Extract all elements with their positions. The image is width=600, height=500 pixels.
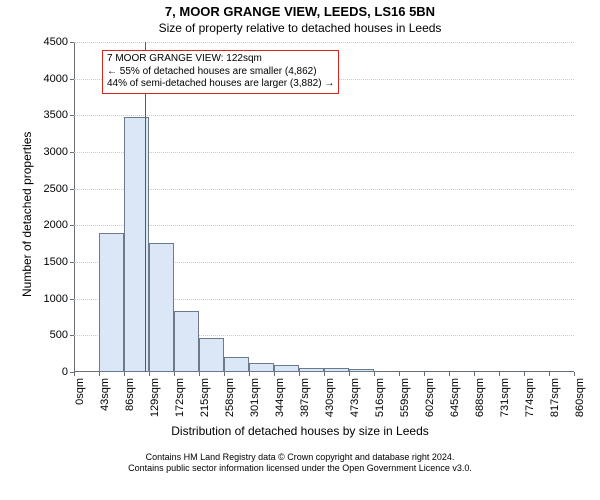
x-tick-label: 774sqm	[524, 378, 536, 417]
x-tick-label: 43sqm	[99, 378, 111, 411]
gridline	[74, 152, 574, 153]
x-tick-mark	[199, 372, 200, 376]
x-tick-label: 215sqm	[199, 378, 211, 417]
annotation-box: 7 MOOR GRANGE VIEW: 122sqm← 55% of detac…	[102, 50, 339, 94]
histogram-bar	[149, 243, 174, 372]
x-tick-label: 0sqm	[74, 378, 86, 405]
y-tick-label: 2000	[44, 219, 68, 231]
chart-title: 7, MOOR GRANGE VIEW, LEEDS, LS16 5BN	[0, 4, 600, 19]
y-tick-label: 3500	[44, 109, 68, 121]
x-tick-mark	[574, 372, 575, 376]
y-tick-label: 4500	[44, 36, 68, 48]
x-tick-label: 387sqm	[299, 378, 311, 417]
footer-line1: Contains HM Land Registry data © Crown c…	[0, 452, 600, 463]
x-tick-label: 301sqm	[249, 378, 261, 417]
histogram-bar	[224, 357, 249, 372]
x-tick-label: 516sqm	[374, 378, 386, 417]
histogram-bar	[274, 365, 299, 372]
y-tick-label: 2500	[44, 183, 68, 195]
y-tick-mark	[70, 335, 74, 336]
y-tick-mark	[70, 189, 74, 190]
y-tick-label: 1000	[44, 293, 68, 305]
x-tick-label: 645sqm	[449, 378, 461, 417]
histogram-bar	[249, 363, 274, 372]
x-tick-mark	[524, 372, 525, 376]
x-tick-mark	[224, 372, 225, 376]
annotation-line: ← 55% of detached houses are smaller (4,…	[107, 66, 334, 79]
y-tick-mark	[70, 42, 74, 43]
y-tick-mark	[70, 262, 74, 263]
x-tick-label: 258sqm	[224, 378, 236, 417]
annotation-line: 7 MOOR GRANGE VIEW: 122sqm	[107, 53, 334, 66]
chart-container: 7, MOOR GRANGE VIEW, LEEDS, LS16 5BN Siz…	[0, 0, 600, 500]
plot-area: 0500100015002000250030003500400045000sqm…	[74, 42, 574, 372]
x-tick-label: 688sqm	[474, 378, 486, 417]
histogram-bar	[199, 338, 224, 372]
y-tick-mark	[70, 115, 74, 116]
x-tick-mark	[299, 372, 300, 376]
annotation-line: 44% of semi-detached houses are larger (…	[107, 78, 334, 91]
histogram-bar	[324, 368, 349, 372]
y-tick-mark	[70, 225, 74, 226]
y-tick-label: 1500	[44, 256, 68, 268]
x-tick-label: 344sqm	[274, 378, 286, 417]
gridline	[74, 42, 574, 43]
y-tick-label: 500	[50, 329, 68, 341]
x-tick-label: 817sqm	[549, 378, 561, 417]
x-tick-mark	[149, 372, 150, 376]
x-tick-mark	[374, 372, 375, 376]
x-tick-mark	[99, 372, 100, 376]
y-tick-mark	[70, 79, 74, 80]
x-tick-mark	[174, 372, 175, 376]
x-tick-mark	[399, 372, 400, 376]
y-tick-mark	[70, 152, 74, 153]
x-tick-label: 602sqm	[424, 378, 436, 417]
gridline	[74, 189, 574, 190]
histogram-bar	[299, 368, 324, 372]
footer-line2: Contains public sector information licen…	[0, 463, 600, 474]
histogram-bar	[99, 233, 124, 372]
histogram-bar	[174, 311, 199, 372]
y-axis-label: Number of detached properties	[20, 132, 34, 297]
x-tick-label: 860sqm	[574, 378, 586, 417]
x-axis-label: Distribution of detached houses by size …	[0, 424, 600, 438]
y-tick-label: 3000	[44, 146, 68, 158]
x-tick-mark	[74, 372, 75, 376]
chart-subtitle: Size of property relative to detached ho…	[0, 21, 600, 35]
x-tick-mark	[324, 372, 325, 376]
x-tick-label: 129sqm	[149, 378, 161, 417]
x-tick-label: 473sqm	[349, 378, 361, 417]
histogram-bar	[349, 369, 374, 372]
x-tick-mark	[499, 372, 500, 376]
x-tick-label: 430sqm	[324, 378, 336, 417]
x-tick-mark	[274, 372, 275, 376]
gridline	[74, 115, 574, 116]
gridline	[74, 225, 574, 226]
x-tick-label: 172sqm	[174, 378, 186, 417]
x-tick-label: 559sqm	[399, 378, 411, 417]
y-tick-label: 4000	[44, 73, 68, 85]
x-tick-mark	[249, 372, 250, 376]
x-tick-label: 731sqm	[499, 378, 511, 417]
x-tick-label: 86sqm	[124, 378, 136, 411]
x-tick-mark	[474, 372, 475, 376]
y-tick-mark	[70, 299, 74, 300]
footer-text: Contains HM Land Registry data © Crown c…	[0, 452, 600, 475]
x-tick-mark	[349, 372, 350, 376]
x-tick-mark	[124, 372, 125, 376]
x-tick-mark	[449, 372, 450, 376]
x-tick-mark	[549, 372, 550, 376]
y-tick-label: 0	[62, 366, 68, 378]
x-tick-mark	[424, 372, 425, 376]
